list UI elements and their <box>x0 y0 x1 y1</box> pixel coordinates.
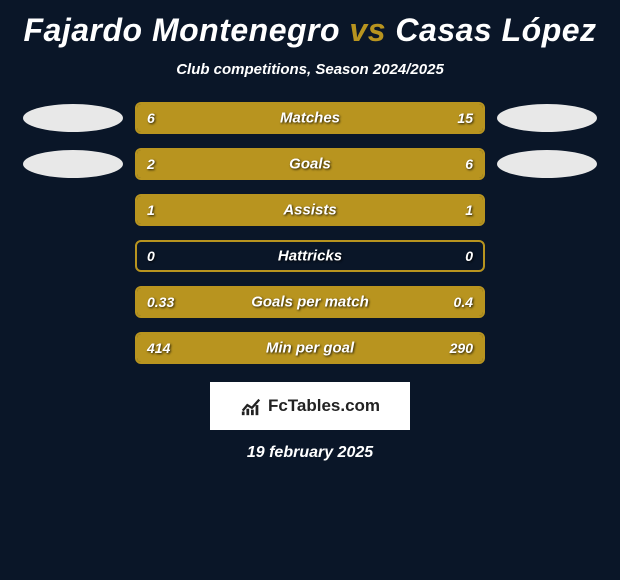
page-title: Fajardo Montenegro vs Casas López <box>0 12 620 49</box>
stat-value-left: 6 <box>147 110 155 126</box>
stat-label: Hattricks <box>278 248 342 265</box>
stats-region: Matches 6 15 Goals 2 6 Assists 1 1 Hattricks 0 0 Goa… <box>0 102 620 364</box>
stat-row: Min per goal 414 290 <box>0 332 620 364</box>
title-player2: Casas López <box>395 12 596 48</box>
chart-icon <box>240 395 262 417</box>
stat-value-right: 15 <box>457 110 473 126</box>
stat-bar: Assists 1 1 <box>135 194 485 226</box>
stat-row: Matches 6 15 <box>0 102 620 134</box>
bar-fill-right <box>236 104 483 132</box>
stat-bar: Goals per match 0.33 0.4 <box>135 286 485 318</box>
stat-value-left: 0 <box>147 248 155 264</box>
stat-row: Goals per match 0.33 0.4 <box>0 286 620 318</box>
title-vs: vs <box>349 12 386 48</box>
stat-value-right: 0 <box>465 248 473 264</box>
team-badge-right <box>497 104 597 132</box>
team-badge-left <box>23 150 123 178</box>
stat-value-left: 2 <box>147 156 155 172</box>
stat-value-right: 6 <box>465 156 473 172</box>
stat-value-left: 1 <box>147 202 155 218</box>
stat-value-left: 0.33 <box>147 294 174 310</box>
date-text: 19 february 2025 <box>0 444 620 462</box>
stat-row: Hattricks 0 0 <box>0 240 620 272</box>
stat-label: Goals <box>289 156 331 173</box>
stat-label: Matches <box>280 110 340 127</box>
stat-value-right: 1 <box>465 202 473 218</box>
title-player1: Fajardo Montenegro <box>23 12 340 48</box>
stat-bar: Min per goal 414 290 <box>135 332 485 364</box>
stat-value-right: 290 <box>450 340 473 356</box>
subtitle: Club competitions, Season 2024/2025 <box>0 61 620 78</box>
infographic-container: Fajardo Montenegro vs Casas López Club c… <box>0 0 620 470</box>
stat-bar: Goals 2 6 <box>135 148 485 180</box>
stat-value-left: 414 <box>147 340 170 356</box>
team-badge-left <box>23 104 123 132</box>
stat-label: Min per goal <box>266 340 354 357</box>
stat-bar: Matches 6 15 <box>135 102 485 134</box>
logo-text: FcTables.com <box>268 396 380 416</box>
logo-box: FcTables.com <box>210 382 410 430</box>
stat-bar: Hattricks 0 0 <box>135 240 485 272</box>
stat-row: Goals 2 6 <box>0 148 620 180</box>
stat-label: Assists <box>283 202 336 219</box>
stat-value-right: 0.4 <box>454 294 473 310</box>
bar-fill-right <box>224 150 484 178</box>
team-badge-right <box>497 150 597 178</box>
stat-label: Goals per match <box>251 294 369 311</box>
stat-row: Assists 1 1 <box>0 194 620 226</box>
